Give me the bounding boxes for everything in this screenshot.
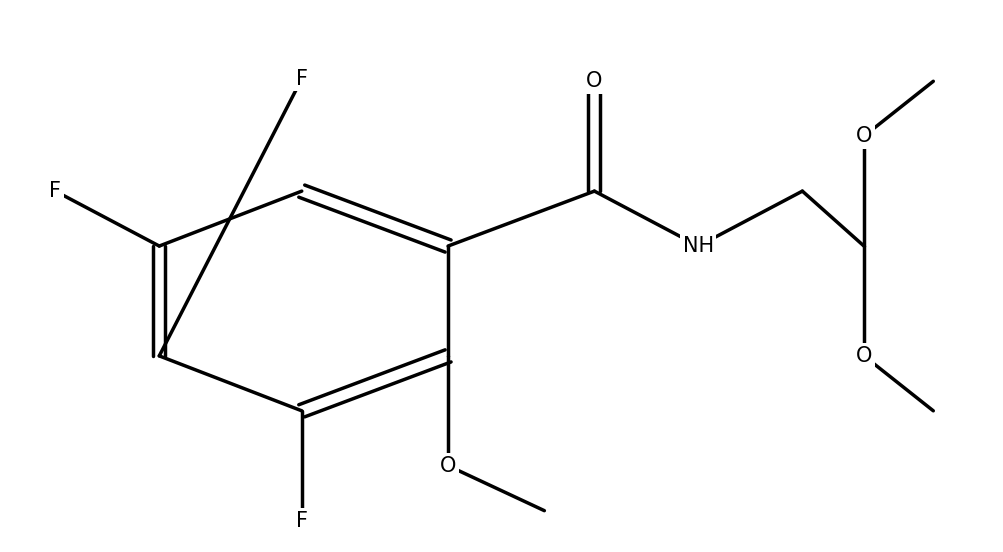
Text: O: O (586, 71, 602, 91)
Text: F: F (296, 511, 308, 530)
Text: F: F (49, 181, 61, 201)
Text: O: O (855, 126, 872, 146)
Text: F: F (296, 69, 308, 89)
Text: O: O (439, 456, 455, 476)
Text: NH: NH (682, 236, 713, 256)
Text: O: O (855, 346, 872, 366)
